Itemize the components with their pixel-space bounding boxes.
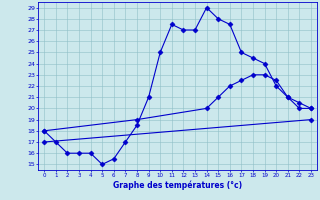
X-axis label: Graphe des températures (°c): Graphe des températures (°c) — [113, 181, 242, 190]
